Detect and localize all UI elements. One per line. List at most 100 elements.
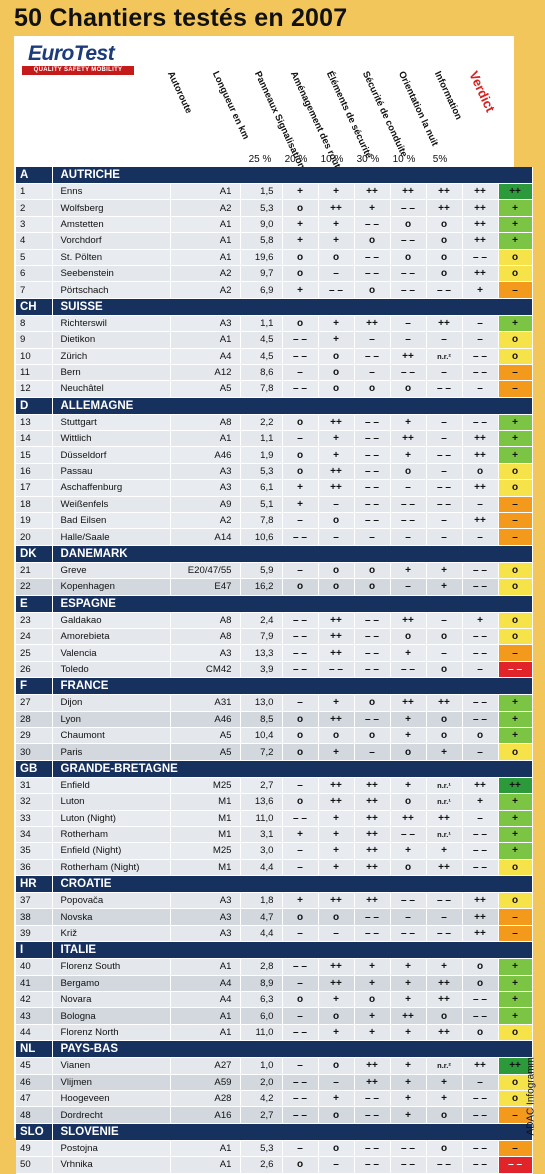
length-km: 2,4 xyxy=(240,612,283,629)
score-signage: – xyxy=(282,777,319,795)
score-safety-elements: ++ xyxy=(354,315,391,333)
verdict-cell: ++ xyxy=(498,777,533,795)
motorway: A3 xyxy=(170,463,241,481)
table-row: 33 Luton (Night) M1 11,0– – + ++ ++ ++ – + xyxy=(16,810,533,827)
motorway: M1 xyxy=(170,810,241,827)
score-safety-elements: – – xyxy=(354,628,391,646)
verdict-cell: + xyxy=(498,727,533,745)
row-number: 5 xyxy=(16,249,53,266)
length-km: 2,0 xyxy=(240,1074,283,1091)
score-signage: + xyxy=(282,826,319,844)
motorway: A12 xyxy=(170,364,241,382)
site-name: Enfield xyxy=(52,777,171,795)
score-night-orientation: – xyxy=(426,644,463,662)
length-km: 4,7 xyxy=(240,908,283,926)
site-name: Novska xyxy=(52,908,171,926)
row-number: 36 xyxy=(16,859,53,877)
score-layout: + xyxy=(318,859,355,877)
score-safety-elements: o xyxy=(354,281,391,299)
table-row: 16 Passau A3 5,3 o ++ – – o – o o xyxy=(16,463,533,481)
score-information: + xyxy=(462,612,499,629)
length-km: 11,0 xyxy=(240,810,283,827)
score-driving-safety: o xyxy=(390,380,427,398)
score-driving-safety: – – xyxy=(390,232,427,250)
score-driving-safety: ++ xyxy=(390,810,427,827)
motorway: A1 xyxy=(170,1156,241,1174)
score-information: o xyxy=(462,958,499,976)
row-number: 41 xyxy=(16,975,53,993)
row-number: 16 xyxy=(16,463,53,481)
motorway: A3 xyxy=(170,315,241,333)
score-signage: – – xyxy=(282,1106,319,1124)
score-layout: – – xyxy=(318,661,355,679)
score-layout: o xyxy=(318,1007,355,1025)
score-layout: + xyxy=(318,232,355,250)
score-driving-safety: o xyxy=(390,859,427,877)
score-night-orientation: o xyxy=(426,216,463,234)
motorway: A4 xyxy=(170,975,241,993)
motorway: A1 xyxy=(170,183,241,201)
score-night-orientation: – – xyxy=(426,1156,463,1174)
motorway: A5 xyxy=(170,380,241,398)
score-night-orientation: ++ xyxy=(426,859,463,877)
row-number: 31 xyxy=(16,777,53,795)
country-name: ESPAGNE xyxy=(52,595,533,613)
table-row: 18 Weißenfels A9 5,1 + – – – – – – – – – xyxy=(16,496,533,514)
verdict-cell: – xyxy=(498,1140,533,1158)
score-layout: ++ xyxy=(318,628,355,646)
score-driving-safety: – – xyxy=(390,892,427,910)
score-signage: o xyxy=(282,265,319,283)
country-row: CH SUISSE xyxy=(16,298,533,316)
table-row: 44 Florenz North A1 11,0– – + + + ++ o o xyxy=(16,1024,533,1042)
score-layout: + xyxy=(318,842,355,860)
score-night-orientation: o xyxy=(426,661,463,679)
score-driving-safety: + xyxy=(390,562,427,580)
length-km: 8,9 xyxy=(240,975,283,993)
score-night-orientation: n.r.¹ xyxy=(426,826,463,844)
length-km: 7,8 xyxy=(240,512,283,530)
score-safety-elements: – – xyxy=(354,661,391,679)
motorway: A8 xyxy=(170,414,241,432)
table-row: 23 Galdakao A8 2,4– – ++ – – ++ – + o xyxy=(16,612,533,629)
row-number: 6 xyxy=(16,265,53,283)
motorway: A1 xyxy=(170,1140,241,1158)
score-layout: + xyxy=(318,826,355,844)
score-signage: o xyxy=(282,908,319,926)
length-km: 5,1 xyxy=(240,496,283,514)
score-safety-elements: ++ xyxy=(354,859,391,877)
score-signage: – xyxy=(282,1007,319,1025)
score-signage: – xyxy=(282,925,319,943)
row-number: 3 xyxy=(16,216,53,234)
site-name: St. Pölten xyxy=(52,249,171,266)
motorway: A2 xyxy=(170,281,241,299)
score-night-orientation: ++ xyxy=(426,991,463,1009)
score-signage: + xyxy=(282,496,319,514)
length-km: 1,9 xyxy=(240,446,283,464)
length-km: 5,8 xyxy=(240,232,283,250)
score-safety-elements: ++ xyxy=(354,1074,391,1091)
motorway: M1 xyxy=(170,859,241,877)
country-row: NL PAYS-BAS xyxy=(16,1040,533,1059)
score-driving-safety: o xyxy=(390,216,427,234)
score-information: ++ xyxy=(462,199,499,217)
score-layout: – – xyxy=(318,281,355,299)
score-signage: o xyxy=(282,711,319,728)
score-information: – – xyxy=(462,1007,499,1025)
length-km: 4,5 xyxy=(240,348,283,365)
country-code: HR xyxy=(16,875,53,894)
score-safety-elements: – – xyxy=(354,925,391,943)
score-driving-safety: – – xyxy=(390,364,427,382)
motorway: A1 xyxy=(170,958,241,976)
score-information: – – xyxy=(462,562,499,580)
row-number: 11 xyxy=(16,364,53,382)
site-name: Dietikon xyxy=(52,331,171,349)
length-km: 1,1 xyxy=(240,315,283,333)
length-km: 13,3 xyxy=(240,644,283,662)
score-driving-safety: – xyxy=(390,578,427,596)
score-information: – – xyxy=(462,1106,499,1124)
score-driving-safety: o xyxy=(390,463,427,481)
row-number: 24 xyxy=(16,628,53,646)
length-km: 10,4 xyxy=(240,727,283,745)
verdict-cell: + xyxy=(498,711,533,728)
table-row: 48 Dordrecht A16 2,7– – o – – + o – – – xyxy=(16,1106,533,1124)
